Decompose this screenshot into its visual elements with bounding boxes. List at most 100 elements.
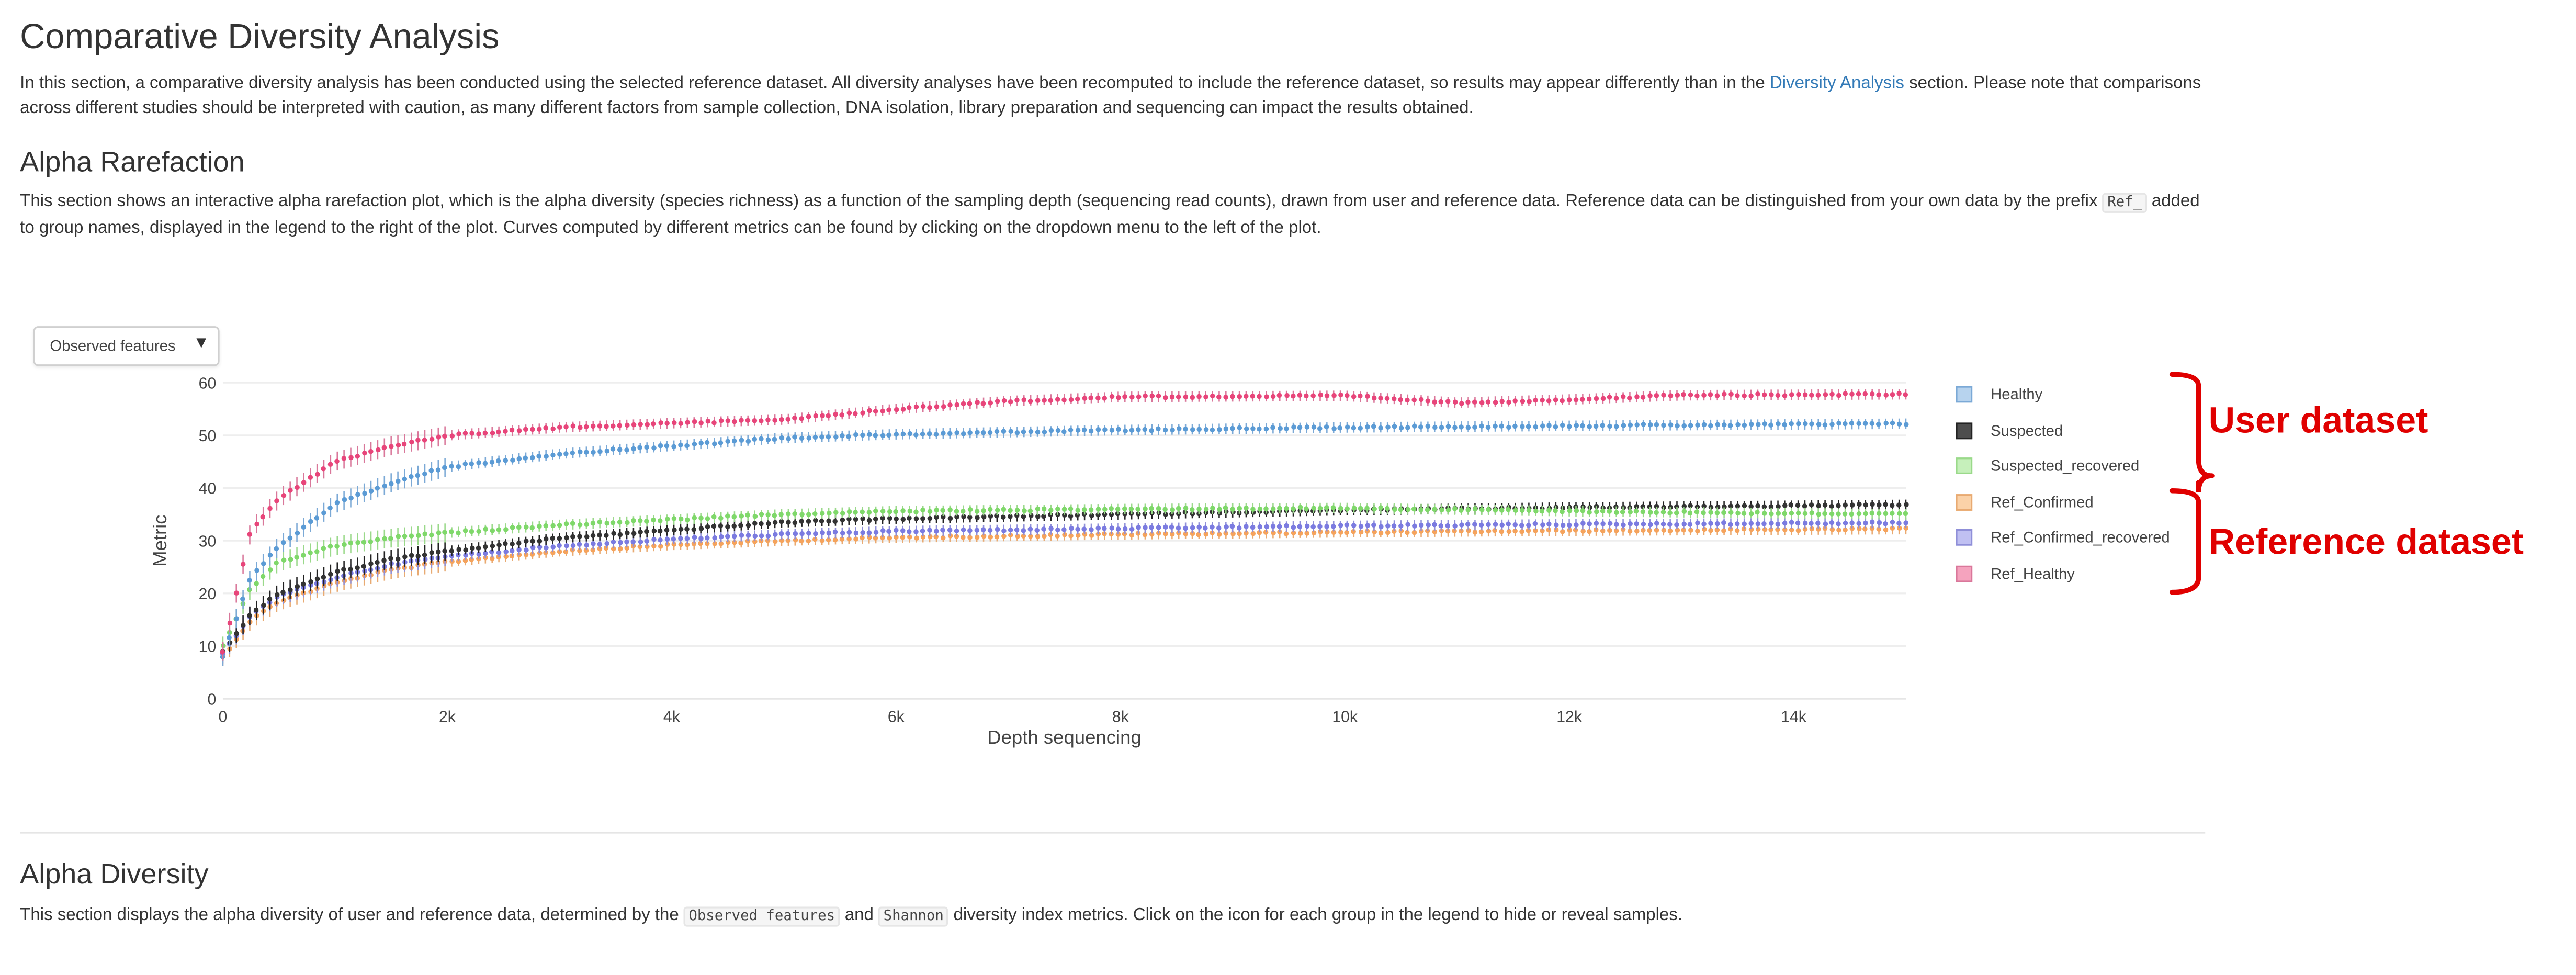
data-point[interactable] [974,509,980,514]
data-point[interactable] [624,545,630,551]
data-point[interactable] [1822,511,1827,517]
data-point[interactable] [1795,502,1801,508]
data-point[interactable] [1210,506,1215,511]
data-point[interactable] [1459,528,1464,534]
data-point[interactable] [1553,527,1559,533]
data-point[interactable] [678,526,684,532]
data-point[interactable] [1539,508,1545,514]
data-point[interactable] [1075,512,1080,518]
data-point[interactable] [1095,525,1101,531]
data-point[interactable] [1297,505,1303,510]
data-point[interactable] [570,543,576,548]
data-point[interactable] [1048,526,1054,531]
data-point[interactable] [1069,525,1074,531]
data-point[interactable] [1540,397,1545,403]
data-point[interactable] [934,514,939,520]
data-point[interactable] [604,521,610,526]
data-point[interactable] [376,447,381,453]
data-point[interactable] [1687,510,1693,516]
data-point[interactable] [671,444,676,450]
data-point[interactable] [880,535,885,541]
data-point[interactable] [860,432,865,438]
data-point[interactable] [759,512,764,517]
data-point[interactable] [617,423,623,428]
data-point[interactable] [1648,522,1653,528]
data-point[interactable] [1708,505,1714,510]
data-point[interactable] [638,539,643,545]
data-point[interactable] [274,560,279,566]
data-point[interactable] [570,450,575,456]
data-point[interactable] [1829,422,1835,427]
data-point[interactable] [894,516,899,522]
data-point[interactable] [954,528,959,534]
data-point[interactable] [1338,530,1343,535]
data-point[interactable] [759,533,764,539]
data-point[interactable] [1809,393,1814,398]
data-point[interactable] [987,528,993,533]
data-point[interactable] [846,509,852,514]
data-point[interactable] [550,523,556,529]
data-point[interactable] [1128,506,1134,512]
data-point[interactable] [1647,528,1653,533]
data-point[interactable] [1263,426,1269,432]
data-point[interactable] [1230,394,1235,399]
data-point[interactable] [1358,393,1363,399]
rarefaction-plot-svg[interactable]: 0 10 20 30 40 50 60 0 2k 4k 6k 8k 10k 12k 14k Depth seq… [0,357,1929,765]
data-point[interactable] [1748,526,1754,532]
data-point[interactable] [597,519,603,525]
data-point[interactable] [631,531,637,536]
data-point[interactable] [745,418,751,423]
data-point[interactable] [778,519,784,524]
data-point[interactable] [1708,392,1713,397]
data-point[interactable] [819,511,825,516]
data-point[interactable] [1419,529,1424,534]
data-point[interactable] [604,449,610,454]
data-point[interactable] [1210,530,1215,536]
data-point[interactable] [1485,399,1491,405]
legend-item-ref-healthy[interactable]: Ref_Healthy [1956,562,2205,585]
data-point[interactable] [961,509,966,514]
data-point[interactable] [1607,521,1613,526]
data-point[interactable] [705,516,710,521]
data-point[interactable] [469,461,474,466]
data-point[interactable] [913,529,919,534]
data-point[interactable] [1842,511,1848,517]
data-point[interactable] [792,511,797,517]
data-point[interactable] [705,524,710,530]
data-point[interactable] [1398,397,1403,402]
data-point[interactable] [927,405,932,410]
data-point[interactable] [1675,528,1680,533]
data-point[interactable] [543,523,549,529]
data-point[interactable] [853,530,859,536]
data-point[interactable] [941,431,946,436]
data-point[interactable] [981,533,987,539]
data-point[interactable] [933,432,939,437]
legend-item-ref-confirmed[interactable]: Ref_Confirmed [1956,490,2205,513]
data-point[interactable] [1695,528,1700,534]
data-point[interactable] [806,519,811,524]
data-point[interactable] [1196,524,1202,530]
data-point[interactable] [664,443,670,449]
data-point[interactable] [1904,502,1909,507]
data-point[interactable] [361,564,367,569]
data-point[interactable] [1284,523,1289,529]
data-point[interactable] [1647,393,1653,398]
data-point[interactable] [1325,530,1330,535]
data-point[interactable] [1574,423,1579,428]
data-point[interactable] [510,457,515,463]
data-point[interactable] [1526,528,1531,533]
data-point[interactable] [1095,427,1101,432]
data-point[interactable] [1553,424,1558,430]
data-point[interactable] [826,413,831,419]
data-point[interactable] [1613,528,1619,533]
data-point[interactable] [348,567,353,572]
data-point[interactable] [1668,393,1674,398]
data-point[interactable] [1169,531,1175,537]
data-point[interactable] [584,522,590,528]
data-point[interactable] [1425,423,1431,429]
data-point[interactable] [1815,521,1821,526]
data-point[interactable] [658,537,663,543]
data-point[interactable] [1849,511,1854,517]
data-point[interactable] [1701,393,1707,398]
data-point[interactable] [536,427,542,432]
